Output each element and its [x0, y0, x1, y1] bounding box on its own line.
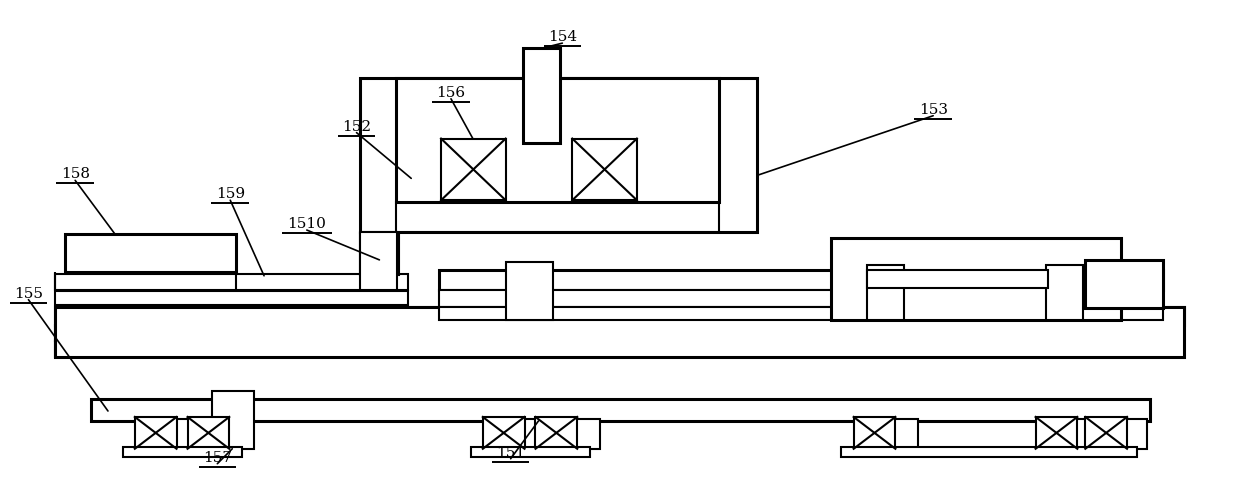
Bar [157, 419, 199, 449]
Bar [572, 139, 637, 201]
Bar [56, 325, 1183, 342]
Text: 154: 154 [548, 30, 577, 44]
Bar [439, 307, 1163, 320]
Bar [396, 203, 720, 232]
Bar [441, 139, 506, 201]
Text: 158: 158 [61, 167, 89, 181]
Text: 153: 153 [918, 103, 948, 117]
Bar [212, 391, 254, 449]
Bar [506, 419, 548, 449]
Bar [1059, 419, 1101, 449]
Bar [876, 419, 918, 449]
Bar [506, 263, 554, 320]
Bar [1036, 417, 1078, 449]
Bar [831, 239, 1121, 320]
Bar [471, 447, 590, 457]
Bar [439, 290, 1163, 307]
Bar [866, 265, 904, 320]
Bar [866, 270, 1047, 288]
Bar [396, 79, 720, 203]
Bar [359, 232, 398, 290]
Bar [92, 399, 1150, 421]
Bar [123, 447, 242, 457]
Text: 151: 151 [496, 445, 525, 459]
Bar [1085, 260, 1163, 308]
Bar [523, 49, 560, 143]
Bar [1105, 419, 1147, 449]
Bar [535, 417, 577, 449]
Text: 152: 152 [342, 120, 372, 133]
Bar [483, 417, 524, 449]
Bar [841, 447, 1137, 457]
Text: 1510: 1510 [287, 216, 326, 230]
Bar [135, 417, 177, 449]
Bar [56, 307, 1183, 358]
Bar [56, 342, 1183, 358]
Bar [559, 419, 600, 449]
Bar [439, 270, 1163, 290]
Bar [359, 79, 757, 232]
Bar [187, 417, 229, 449]
Bar [66, 235, 237, 272]
Bar [854, 417, 896, 449]
Bar [56, 291, 408, 305]
Bar [1085, 417, 1127, 449]
Text: 156: 156 [436, 85, 466, 100]
Bar [56, 307, 1183, 325]
Bar [1046, 265, 1083, 320]
Text: 157: 157 [203, 450, 232, 464]
Text: 155: 155 [14, 286, 43, 300]
Bar [56, 274, 408, 290]
Bar [359, 234, 399, 275]
Text: 159: 159 [216, 187, 245, 201]
